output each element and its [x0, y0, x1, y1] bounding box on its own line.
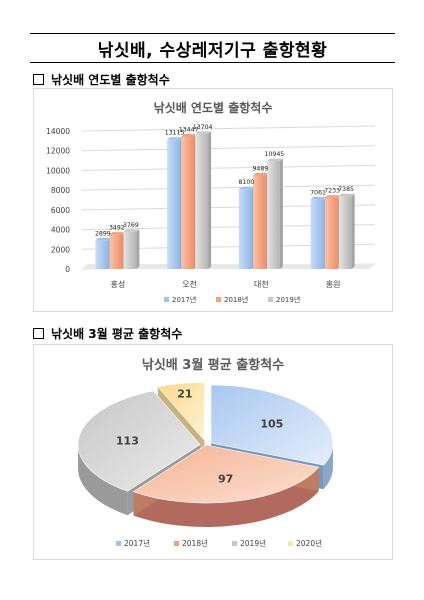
section-heading-march-text: 낚싯배 3월 평균 출항척수	[51, 327, 183, 341]
square-bullet-icon	[33, 74, 44, 85]
y-tick-label: 6000	[51, 206, 70, 215]
bar	[195, 133, 209, 269]
bar-value-label: 8100	[239, 179, 255, 186]
legend-label: 2019년	[276, 295, 300, 304]
bar-side	[279, 158, 283, 269]
gridline	[81, 164, 376, 171]
bar-value-label: 3492	[109, 225, 125, 232]
bar-top	[181, 133, 198, 137]
bar-top	[252, 172, 269, 176]
bar	[167, 139, 181, 269]
section-heading-yearly-text: 낚싯배 연도별 출항척수	[51, 73, 170, 87]
bar	[181, 136, 195, 269]
pie-value-label: 21	[177, 388, 192, 401]
legend-label: 2018년	[182, 538, 208, 548]
legend-label: 2019년	[240, 538, 266, 548]
bar-value-label: 7385	[338, 186, 354, 193]
legend-swatch	[174, 541, 179, 546]
y-tick-label: 0	[65, 265, 70, 274]
bar-value-label: 7061	[310, 189, 326, 196]
y-tick-label: 2000	[51, 245, 70, 254]
bar-top	[266, 158, 283, 162]
x-tick-label: 홍성	[111, 279, 126, 289]
bar-side	[208, 131, 212, 269]
legend-label: 2020년	[296, 538, 322, 548]
bar	[238, 189, 252, 269]
page-title: 낚싯배, 수상레저기구 출항현황	[30, 33, 395, 63]
pie-value-label: 97	[218, 473, 233, 486]
bar-side	[136, 229, 140, 269]
pie-value-label: 105	[260, 418, 283, 431]
legend-label: 2017년	[124, 538, 150, 548]
bar-top	[324, 195, 341, 198]
bar-top	[195, 131, 212, 134]
bar-value-label: 13447	[179, 126, 199, 133]
bar-top	[123, 229, 140, 232]
section-heading-march: 낚싯배 3월 평균 출항척수	[33, 325, 182, 342]
y-tick-label: 8000	[51, 186, 70, 195]
bar-value-label: 13704	[193, 124, 213, 131]
bar	[266, 161, 280, 269]
x-tick-label: 오천	[182, 279, 197, 289]
bar-top	[109, 232, 126, 235]
bar-value-label: 13115	[165, 130, 185, 137]
legend-label: 2017년	[172, 295, 196, 304]
pie-slice	[157, 381, 205, 442]
x-tick-label: 홍원	[326, 279, 341, 289]
pie-chart-panel: 낚싯배 3월 평균 출항척수 105 97 113 21 2017년 2018년 2019…	[33, 344, 393, 560]
bar	[123, 231, 137, 269]
bar-top	[238, 186, 255, 190]
legend-swatch	[232, 541, 237, 546]
page-title-text: 낚싯배, 수상레저기구 출항현황	[97, 40, 328, 61]
legend-swatch	[216, 297, 221, 302]
pie-slice	[210, 384, 334, 466]
bar-value-label: 2899	[95, 230, 111, 237]
legend-label: 2018년	[224, 295, 248, 304]
legend-swatch	[116, 541, 121, 546]
bar-value-label: 3769	[123, 222, 139, 229]
bar	[310, 199, 324, 269]
bar-chart-title: 낚싯배 연도별 출항척수	[154, 100, 273, 115]
bar-top	[338, 193, 355, 197]
bar	[324, 197, 338, 269]
bar-top	[310, 196, 327, 200]
pie-value-label: 113	[116, 434, 139, 447]
bar-side	[351, 193, 355, 269]
y-tick-label: 12000	[46, 147, 70, 156]
legend-swatch	[268, 297, 273, 302]
y-tick-label: 4000	[51, 226, 70, 235]
bar	[109, 234, 123, 269]
bar-value-label: 9489	[253, 165, 269, 172]
pie-chart-title: 낚싯배 3월 평균 출항척수	[142, 357, 284, 373]
pie-slice-side	[133, 467, 319, 527]
section-heading-yearly: 낚싯배 연도별 출항척수	[33, 71, 170, 88]
chart-floor	[82, 264, 375, 269]
bar	[338, 196, 352, 269]
bar-top	[95, 237, 112, 241]
gridline	[81, 184, 376, 191]
square-bullet-icon	[33, 328, 44, 339]
gridline	[81, 145, 376, 152]
legend-swatch	[288, 541, 293, 546]
gridline	[81, 125, 376, 132]
legend-swatch	[164, 297, 169, 302]
y-tick-label: 10000	[46, 166, 70, 175]
bar-chart-panel: 2899 3492 3769 13115 13447 13704 8100 9489 10945…	[33, 88, 393, 312]
bar	[95, 240, 109, 269]
x-tick-label: 대천	[254, 279, 269, 289]
pie-slice	[77, 390, 201, 492]
bar-value-label: 10945	[265, 151, 285, 158]
bar	[252, 175, 266, 269]
y-tick-label: 14000	[46, 127, 70, 136]
pie-chart: 낚싯배 3월 평균 출항척수 105 97 113 21 2017년 2018년 2019…	[77, 357, 334, 548]
pie-slice	[132, 444, 320, 504]
bar-value-label: 7233	[324, 188, 340, 195]
bar-top	[167, 137, 184, 140]
